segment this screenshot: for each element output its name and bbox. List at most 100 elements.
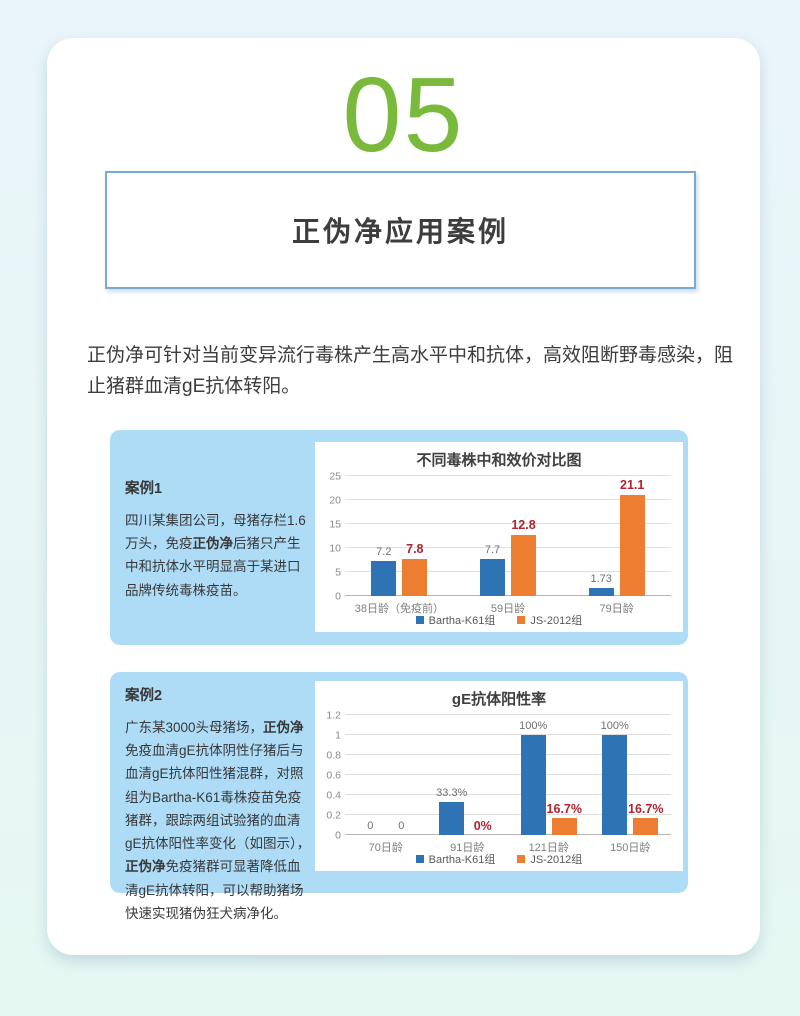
chart-legend: Bartha-K61组 JS-2012组 (315, 612, 683, 628)
y-axis-tick-label: 15 (329, 517, 341, 530)
y-axis-tick-label: 20 (329, 493, 341, 506)
y-axis-tick-label: 0.4 (326, 788, 341, 801)
y-axis-tick-label: 10 (329, 541, 341, 554)
legend-label: Bartha-K61组 (428, 854, 496, 866)
case1-body: 四川某集团公司，母猪存栏1.6万头，免疫正伪净后猪只产生中和抗体水平明显高于某进… (125, 513, 306, 598)
legend-label: JS-2012组 (530, 854, 583, 866)
bar-series1 (588, 587, 614, 596)
legend-item: JS-2012组 (517, 612, 582, 628)
case2-panel: 案例2 广东某3000头母猪场，正伪净免疫血清gE抗体阴性仔猪后与血清gE抗体阳… (110, 672, 688, 921)
bar-value-label: 21.1 (620, 478, 645, 493)
intro-paragraph: 正伪净可针对当前变异流行毒株产生高水平中和抗体，高效阻断野毒感染，阻止猪群血清g… (87, 345, 734, 397)
gridline (345, 547, 671, 548)
case2-label: 案例2 (125, 688, 163, 704)
bar-value-label: 0 (367, 820, 374, 832)
bar-group: 100% 16.7% (508, 715, 590, 835)
bar-series2 (633, 818, 659, 835)
bar-series1 (371, 561, 397, 596)
legend-swatch (415, 616, 424, 624)
bar-group: 33.3% 0% (427, 715, 509, 835)
gridline (345, 794, 671, 796)
x-category-label: 38日龄（免疫前） (354, 603, 444, 615)
case1-panel: 案例1 四川某集团公司，母猪存栏1.6万头，免疫正伪净后猪只产生中和抗体水平明显… (110, 430, 688, 645)
y-axis-tick-label: 1.2 (326, 708, 341, 721)
case2-bar-chart: gE抗体阳性率 0 0.2 0.4 0.6 0.8 1 1.2 0 0 33.3% 0% 100% 16.… (315, 681, 683, 871)
y-axis-tick-label: 0 (335, 828, 341, 841)
legend-label: Bartha-K61组 (428, 615, 496, 627)
y-axis-tick-label: 5 (335, 565, 341, 578)
chart-plot-area: 0 0.2 0.4 0.6 0.8 1 1.2 0 0 33.3% 0% 100% 16.7% 100% 1… (326, 710, 672, 840)
bar-group: 7.7 12.8 (454, 476, 563, 596)
gridline (345, 475, 671, 476)
bar-series2 (402, 558, 428, 596)
section-number: 05 (342, 56, 465, 174)
y-axis-tick-label: 0 (335, 589, 341, 602)
y-axis-tick-label: 1 (335, 728, 341, 741)
bar-series1 (480, 559, 505, 596)
gridline (345, 834, 671, 835)
gridline (345, 571, 671, 572)
bar-series2 (511, 534, 536, 596)
legend-item: JS-2012组 (517, 851, 582, 867)
bar-value-label: 7.7 (484, 544, 501, 557)
bar-value-label: 0% (473, 818, 492, 833)
gridline (345, 774, 671, 775)
case2-text-block: 案例2 广东某3000头母猪场，正伪净免疫血清gE抗体阴性仔猪后与血清gE抗体阳… (125, 684, 313, 925)
content-card: 05 正伪净应用案例 正伪净可针对当前变异流行毒株产生高水平中和抗体，高效阻断野… (47, 38, 760, 955)
section-title: 正伪净应用案例 (291, 216, 509, 247)
chart-plot-area: 0 5 10 15 20 25 7.2 7.8 7.7 12.8 1.73 21.1 (329, 471, 671, 601)
bar-value-label: 16.7% (628, 801, 664, 816)
y-axis-tick-label: 0.8 (326, 748, 341, 761)
emphasis-text: 正伪净 (263, 720, 304, 735)
legend-swatch (517, 616, 526, 624)
legend-item: Bartha-K61组 (415, 851, 496, 867)
chart-title: gE抗体阳性率 (451, 691, 547, 708)
emphasis-text: 正伪净 (125, 859, 166, 875)
bar-value-label: 7.8 (406, 542, 424, 557)
chart-legend: Bartha-K61组 JS-2012组 (315, 851, 683, 867)
gridline (345, 814, 671, 816)
y-axis-tick-label: 0.2 (326, 808, 341, 821)
gridline (345, 754, 671, 756)
bar-value-label: 1.73 (590, 572, 612, 585)
bar-value-label: 16.7% (546, 801, 582, 816)
case1-label: 案例1 (125, 481, 163, 497)
case1-text-block: 案例1 四川某集团公司，母猪存栏1.6万头，免疫正伪净后猪只产生中和抗体水平明显… (125, 477, 313, 602)
bar-value-label: 12.8 (511, 518, 536, 533)
x-category-label: 91日龄 (450, 842, 485, 854)
bar-value-label: 7.2 (376, 546, 392, 559)
bar-series1 (439, 801, 465, 835)
x-category-label: 79日龄 (599, 603, 634, 615)
y-axis-tick-label: 0.6 (326, 768, 341, 781)
bar-series2 (551, 818, 577, 835)
bar-value-label: 100% (600, 720, 629, 732)
legend-label: JS-2012组 (530, 615, 583, 627)
gridline (345, 499, 671, 500)
gridline (345, 523, 671, 524)
gridline (345, 595, 671, 596)
gridline (345, 714, 671, 715)
bar-group: 100% 16.7% (590, 715, 672, 835)
bar-value-label: 33.3% (436, 786, 468, 799)
bar-value-label: 100% (519, 720, 548, 732)
case2-body: 广东某3000头母猪场，正伪净免疫血清gE抗体阴性仔猪后与血清gE抗体阳性猪混群… (125, 720, 311, 921)
bar-value-label: 0 (398, 820, 405, 832)
chart-title: 不同毒株中和效价对比图 (416, 452, 582, 469)
legend-swatch (415, 855, 424, 863)
bar-series2 (619, 494, 645, 596)
emphasis-text: 正伪净 (192, 536, 234, 552)
bar-group: 1.73 21.1 (562, 476, 671, 596)
y-axis-tick-label: 25 (329, 469, 341, 482)
x-category-label: 121日龄 (528, 842, 569, 854)
x-category-label: 59日龄 (490, 603, 526, 615)
case1-bar-chart: 不同毒株中和效价对比图 0 5 10 15 20 25 7.2 7.8 7.7 12.8 1.73 21… (315, 442, 683, 632)
bar-group: 7.2 7.8 (345, 476, 454, 596)
legend-swatch (517, 855, 526, 863)
section-title-box: 正伪净应用案例 (105, 171, 696, 289)
x-category-label: 70日龄 (368, 842, 403, 854)
bar-series1 (520, 735, 546, 835)
x-category-label: 150日龄 (610, 842, 651, 854)
gridline (345, 734, 671, 735)
legend-item: Bartha-K61组 (415, 612, 496, 628)
